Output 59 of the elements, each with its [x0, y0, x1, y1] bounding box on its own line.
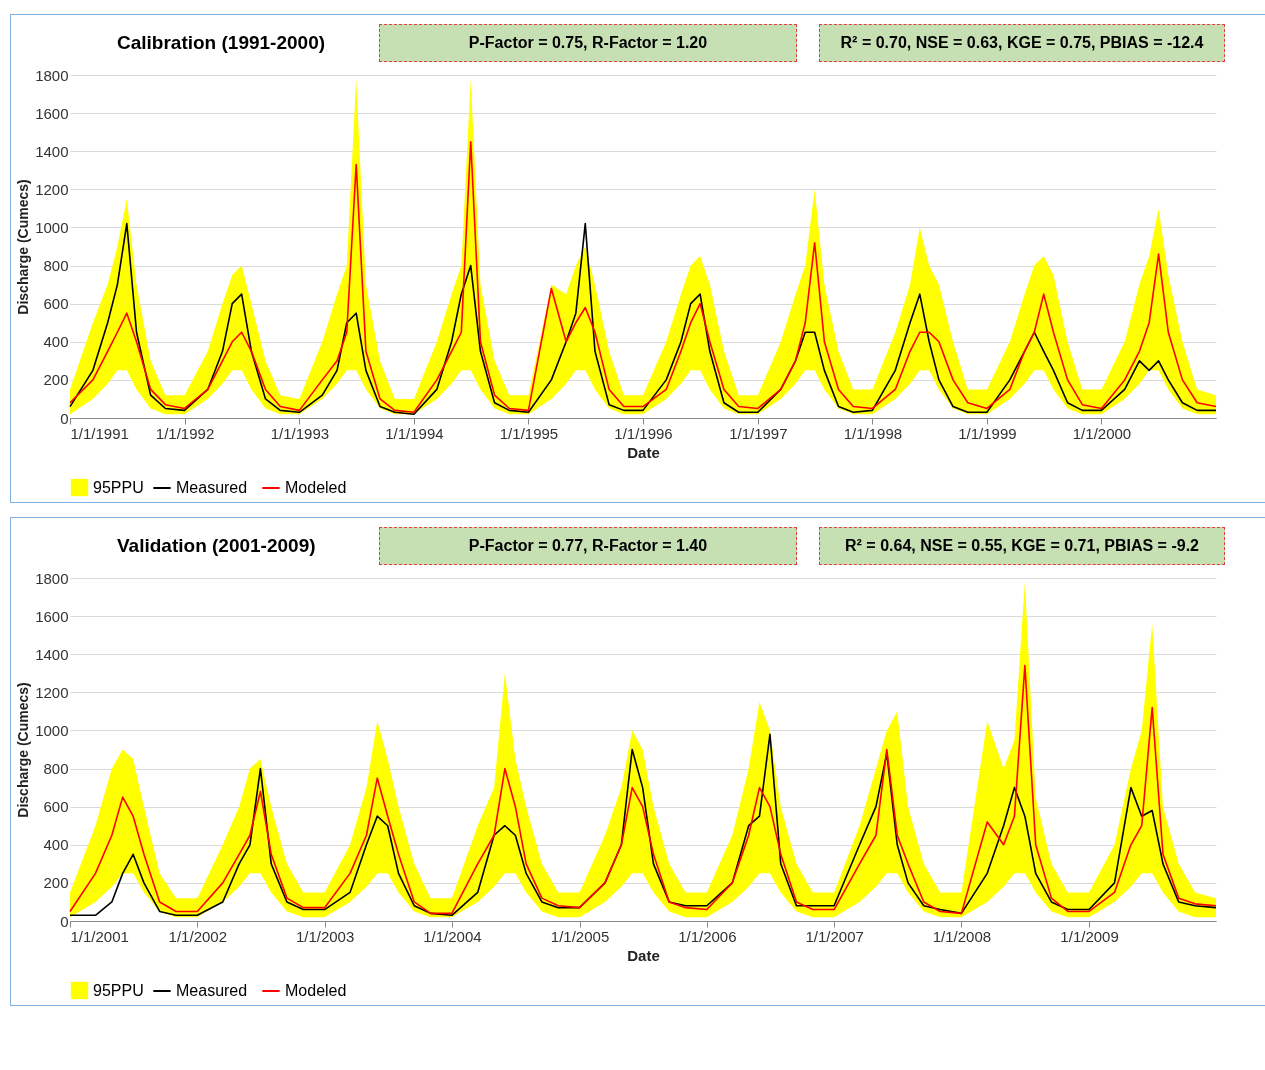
x-tick-label: 1/1/1997	[729, 424, 788, 442]
y-tick-label: 400	[43, 333, 69, 351]
y-tick-label: 200	[43, 874, 69, 892]
y-tick-label: 800	[43, 760, 69, 778]
legend-label: 95PPU	[93, 478, 144, 496]
y-axis-title: Discharge (Cumecs)	[15, 179, 32, 315]
x-tick-label: 1/1/1998	[843, 424, 903, 442]
legend-label: Measured	[176, 479, 248, 496]
y-tick-label: 200	[43, 371, 69, 389]
x-tick-label: 1/1/1995	[499, 424, 559, 442]
y-tick-label: 1400	[35, 142, 69, 160]
y-tick-label: 0	[60, 912, 69, 930]
x-tick-label: 1/1/1991	[70, 424, 129, 442]
x-tick-label: 1/1/2006	[678, 927, 737, 945]
x-tick-label: 1/1/1994	[385, 424, 444, 442]
line-series	[69, 664, 1217, 915]
y-axis-title: Discharge (Cumecs)	[15, 682, 32, 818]
y-tick-label: 600	[43, 295, 69, 313]
x-tick-label: 1/1/1993	[270, 424, 330, 442]
y-tick-label: 600	[43, 798, 69, 816]
y-tick-label: 0	[60, 409, 69, 427]
y-tick-label: 1600	[35, 104, 69, 122]
text: R² = 0.64, NSE = 0.55, KGE = 0.71, PBIAS = -9.2	[819, 527, 1225, 565]
x-tick-label: 1/1/2007	[805, 927, 864, 945]
chart-title: Validation (2001-2009)	[116, 535, 317, 557]
x-tick-label: 1/1/2008	[932, 927, 992, 945]
x-tick-label: 1/1/2000	[1072, 424, 1132, 442]
line-series	[69, 733, 1217, 917]
y-tick-label: 1200	[35, 683, 69, 701]
x-tick-label: 1/1/2009	[1060, 927, 1119, 945]
line-series	[69, 222, 1217, 415]
x-tick-label: 1/1/2004	[423, 927, 482, 945]
text: P-Factor = 0.77, R-Factor = 1.40	[379, 527, 797, 565]
legend-label: 95PPU	[93, 981, 144, 999]
x-tick-label: 1/1/1992	[155, 424, 215, 442]
x-tick-label: 1/1/1996	[614, 424, 673, 442]
y-tick-label: 1800	[35, 569, 69, 587]
y-tick-label: 1400	[35, 645, 69, 663]
y-tick-label: 1200	[35, 180, 69, 198]
x-axis-title: Date	[627, 946, 660, 964]
x-tick-label: 1/1/2001	[70, 927, 129, 945]
legend-label: Modeled	[285, 479, 347, 496]
y-tick-label: 1600	[35, 607, 69, 625]
legend-label: Modeled	[285, 982, 347, 999]
x-tick-label: 1/1/2003	[295, 927, 355, 945]
text: P-Factor = 0.75, R-Factor = 1.20	[379, 24, 797, 62]
y-tick-label: 800	[43, 257, 69, 275]
y-tick-label: 400	[43, 836, 69, 854]
x-tick-label: 1/1/2005	[550, 927, 610, 945]
y-tick-label: 1800	[35, 66, 69, 84]
text: R² = 0.70, NSE = 0.63, KGE = 0.75, PBIAS = -12.4	[819, 24, 1225, 62]
legend-label: Measured	[176, 982, 248, 999]
line-series	[69, 140, 1217, 414]
chart-title: Calibration (1991-2000)	[116, 32, 327, 54]
x-tick-label: 1/1/1999	[958, 424, 1017, 442]
x-tick-label: 1/1/2002	[168, 927, 227, 945]
y-tick-label: 1000	[35, 721, 69, 739]
y-tick-label: 1000	[35, 218, 69, 236]
x-axis-title: Date	[627, 443, 660, 461]
